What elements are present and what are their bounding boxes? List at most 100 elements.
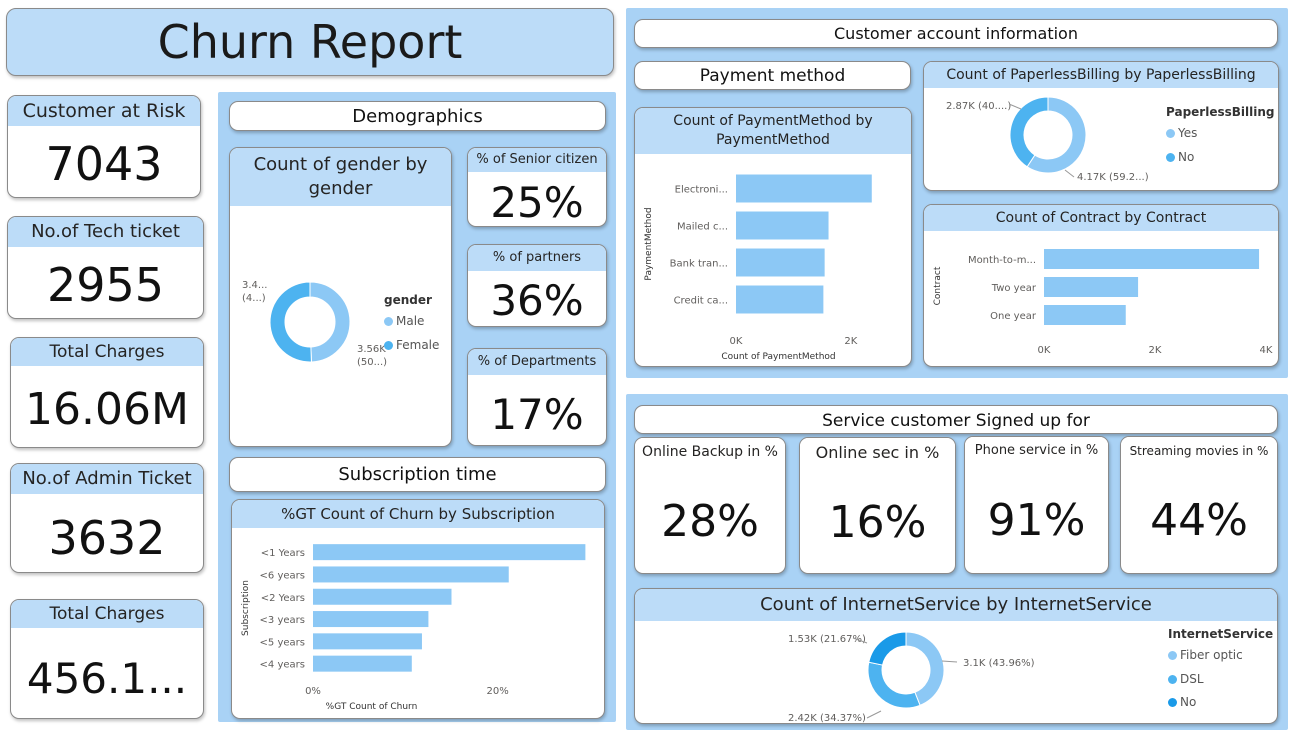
gender-chart-title: Count of gender by gender: [253, 154, 428, 199]
slice-dsl[interactable]: [867, 661, 921, 709]
legend-item-no[interactable]: No: [1166, 150, 1194, 164]
legend-dot-icon: [384, 317, 393, 326]
legend-item-female[interactable]: Female: [384, 338, 439, 352]
tick-label: 20%: [487, 686, 509, 697]
kpi-total-charges-2[interactable]: Total Charges 456.1...: [10, 599, 204, 719]
legend-item-no[interactable]: No: [1168, 695, 1196, 709]
legend-item-yes[interactable]: Yes: [1166, 126, 1197, 140]
chart-title: Count of gender by gender: [230, 148, 451, 206]
kpi-label: No.of Admin Ticket: [11, 464, 203, 494]
slice-yes[interactable]: [1026, 96, 1087, 174]
category-label: <6 years: [260, 570, 305, 581]
payment-header: Payment method: [634, 61, 911, 90]
legend-dot-icon: [384, 341, 393, 350]
bar-4[interactable]: [313, 633, 422, 650]
chart-title: Count of PaperlessBilling by PaperlessBi…: [924, 62, 1278, 88]
legend-title: InternetService: [1168, 627, 1274, 641]
slice-male[interactable]: [309, 281, 351, 363]
kpi-value: 44%: [1150, 495, 1248, 546]
legend-label: DSL: [1180, 672, 1204, 686]
legend-item-dsl[interactable]: DSL: [1168, 672, 1204, 686]
internet-chart-card[interactable]: Count of InternetService by InternetServ…: [634, 588, 1278, 724]
data-label: 2.42K (34.37%): [788, 713, 866, 724]
kpi-online-sec[interactable]: Online sec in % 16%: [799, 437, 956, 574]
kpi-value: 2955: [46, 258, 165, 312]
kpi-tech-ticket[interactable]: No.of Tech ticket 2955: [7, 216, 204, 319]
kpi-phone-service[interactable]: Phone service in % 91%: [964, 436, 1109, 574]
kpi-value: 7043: [45, 137, 163, 191]
bar-2[interactable]: [1044, 305, 1126, 325]
legend-dot-icon: [1166, 153, 1175, 162]
chart-title: Count of PaymentMethod by PaymentMethod: [635, 108, 911, 154]
kpi-label: % of Senior citizen: [468, 148, 606, 172]
kpi-total-charges[interactable]: Total Charges 16.06M: [10, 337, 204, 448]
bar-2[interactable]: [313, 588, 452, 605]
leader-line: [1008, 103, 1022, 110]
bar-0[interactable]: [1044, 249, 1260, 269]
kpi-label: Phone service in %: [965, 437, 1108, 465]
kpi-partners[interactable]: % of partners 36%: [467, 244, 607, 327]
slice-female[interactable]: [269, 281, 312, 363]
bar-3[interactable]: [736, 285, 824, 314]
kpi-value: 16.06M: [25, 384, 189, 435]
payment-header-text: Payment method: [699, 66, 846, 86]
tick-label: 0K: [1038, 345, 1051, 356]
internet-chart-title: Count of InternetService by InternetServ…: [760, 594, 1152, 615]
data-label: 2.87K (40....): [946, 101, 1011, 112]
tick-label: 0K: [730, 336, 743, 347]
kpi-label: No.of Tech ticket: [8, 217, 203, 247]
kpi-streaming-movies[interactable]: Streaming movies in % 44%: [1120, 436, 1278, 574]
category-label: Mailed c...: [677, 222, 728, 233]
account-header-text: Customer account information: [834, 24, 1078, 43]
subscription-chart-card[interactable]: %GT Count of Churn by Subscription <1 Ye…: [231, 499, 605, 719]
bar-0[interactable]: [736, 174, 872, 203]
bar-3[interactable]: [313, 611, 429, 628]
kpi-value: 456.1...: [26, 654, 188, 703]
payment-chart-card[interactable]: Count of PaymentMethod by PaymentMethod …: [634, 107, 912, 367]
internet-donut: 3.1K (43.96%) 2.42K (34.37%) 1.53K (21.67%…: [788, 631, 1035, 724]
kpi-online-backup[interactable]: Online Backup in % 28%: [634, 437, 786, 574]
category-label: One year: [990, 311, 1037, 322]
data-label: 3.1K (43.96%): [963, 658, 1035, 669]
kpi-label: % of partners: [468, 245, 606, 271]
category-label: Two year: [991, 283, 1037, 294]
kpi-value: 91%: [987, 495, 1086, 546]
slice-no[interactable]: [868, 631, 907, 666]
kpi-admin-ticket[interactable]: No.of Admin Ticket 3632: [10, 463, 204, 573]
legend-item-male[interactable]: Male: [384, 314, 424, 328]
paperless-chart-card[interactable]: Count of PaperlessBilling by PaperlessBi…: [923, 61, 1279, 191]
kpi-customer-at-risk[interactable]: Customer at Risk 7043: [7, 95, 201, 198]
subscription-bar-chart: <1 Years <6 years <2 Years <3 years <5 years…: [241, 544, 586, 712]
legend-title: gender: [384, 293, 432, 307]
payment-bar-chart: Electroni... Mailed c... Bank tran... Credi…: [644, 174, 872, 362]
category-label: <4 years: [260, 660, 305, 671]
paperless-donut: 4.17K (59.2...) 2.87K (40....): [946, 96, 1149, 183]
legend-dot-icon: [1168, 698, 1177, 707]
gender-chart-card[interactable]: Count of gender by gender 3.4... (4...) 3.…: [229, 147, 452, 447]
kpi-value: 25%: [490, 178, 584, 227]
bar-1[interactable]: [736, 211, 829, 240]
bar-5[interactable]: [313, 655, 412, 672]
bar-2[interactable]: [736, 248, 825, 277]
subscription-header: Subscription time: [229, 457, 606, 492]
kpi-value: 28%: [661, 496, 759, 547]
contract-chart-card[interactable]: Count of Contract by Contract Month-to-m…: [923, 204, 1279, 367]
bar-1[interactable]: [313, 566, 509, 583]
demographics-header: Demographics: [229, 101, 606, 131]
kpi-senior-citizen[interactable]: % of Senior citizen 25%: [467, 147, 607, 227]
legend-label: Male: [396, 314, 425, 328]
leader-line: [866, 710, 882, 719]
slice-no[interactable]: [1009, 96, 1049, 168]
account-header: Customer account information: [634, 19, 1278, 48]
bar-0[interactable]: [313, 544, 586, 561]
legend-dot-icon: [1168, 675, 1177, 684]
contract-chart-title: Count of Contract by Contract: [995, 210, 1207, 226]
category-label: Credit ca...: [674, 296, 728, 307]
kpi-departments[interactable]: % of Departments 17%: [467, 348, 607, 446]
legend-label: Fiber optic: [1180, 648, 1243, 662]
bar-1[interactable]: [1044, 277, 1139, 297]
legend-item-fiber[interactable]: Fiber optic: [1168, 648, 1243, 662]
gender-donut: 3.4... (4...) 3.56K (50...): [242, 280, 387, 368]
tick-label: 0%: [305, 686, 321, 697]
legend-dot-icon: [1166, 129, 1175, 138]
